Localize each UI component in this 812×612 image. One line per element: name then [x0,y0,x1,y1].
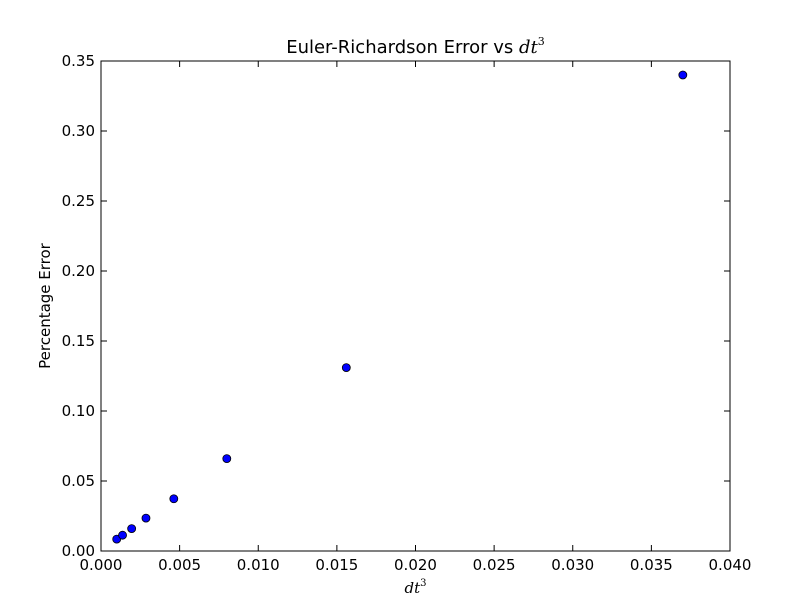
x-axis-title: dt3 [404,578,426,597]
chart-title-exp: 3 [538,35,545,48]
y-ticks: 0.00 0.05 0.10 0.15 0.20 0.25 0.30 0.35 [62,52,730,560]
data-point [678,70,688,80]
y-tick-label: 0.35 [62,52,95,70]
x-tick-label: 0.020 [394,556,437,574]
data-point [222,454,232,464]
y-tick-label: 0.30 [62,122,95,140]
y-tick-label: 0.15 [62,332,95,350]
x-tick-label: 0.040 [709,556,752,574]
x-ticks: 0.000 0.005 0.010 0.015 0.020 0.025 0.030 0.035… [80,61,752,574]
data-point [118,530,127,540]
y-tick-label: 0.00 [62,542,95,560]
x-axis-title-math: dt [404,579,421,597]
chart-title: Euler-Richardson Error vs dt3 [286,35,545,58]
y-tick-label: 0.05 [62,472,95,490]
y-tick-label: 0.10 [62,402,95,420]
plot-frame [100,60,731,552]
x-tick-label: 0.015 [315,556,358,574]
y-tick-label: 0.25 [62,192,95,210]
data-point [127,524,137,533]
x-tick-label: 0.030 [551,556,594,574]
x-tick-label: 0.035 [630,556,673,574]
chart-title-math: dt [519,37,539,58]
y-axis-title: Percentage Error [36,242,54,369]
x-tick-label: 0.005 [158,556,201,574]
data-points [112,70,688,544]
chart-title-text: Euler-Richardson Error vs [286,37,519,58]
data-point [169,494,179,504]
data-point [141,513,151,523]
data-point [341,363,351,373]
x-tick-label: 0.025 [473,556,516,574]
x-axis-title-exp: 3 [420,578,426,589]
y-tick-label: 0.20 [62,262,95,280]
x-tick-label: 0.000 [80,556,123,574]
x-tick-label: 0.010 [237,556,280,574]
